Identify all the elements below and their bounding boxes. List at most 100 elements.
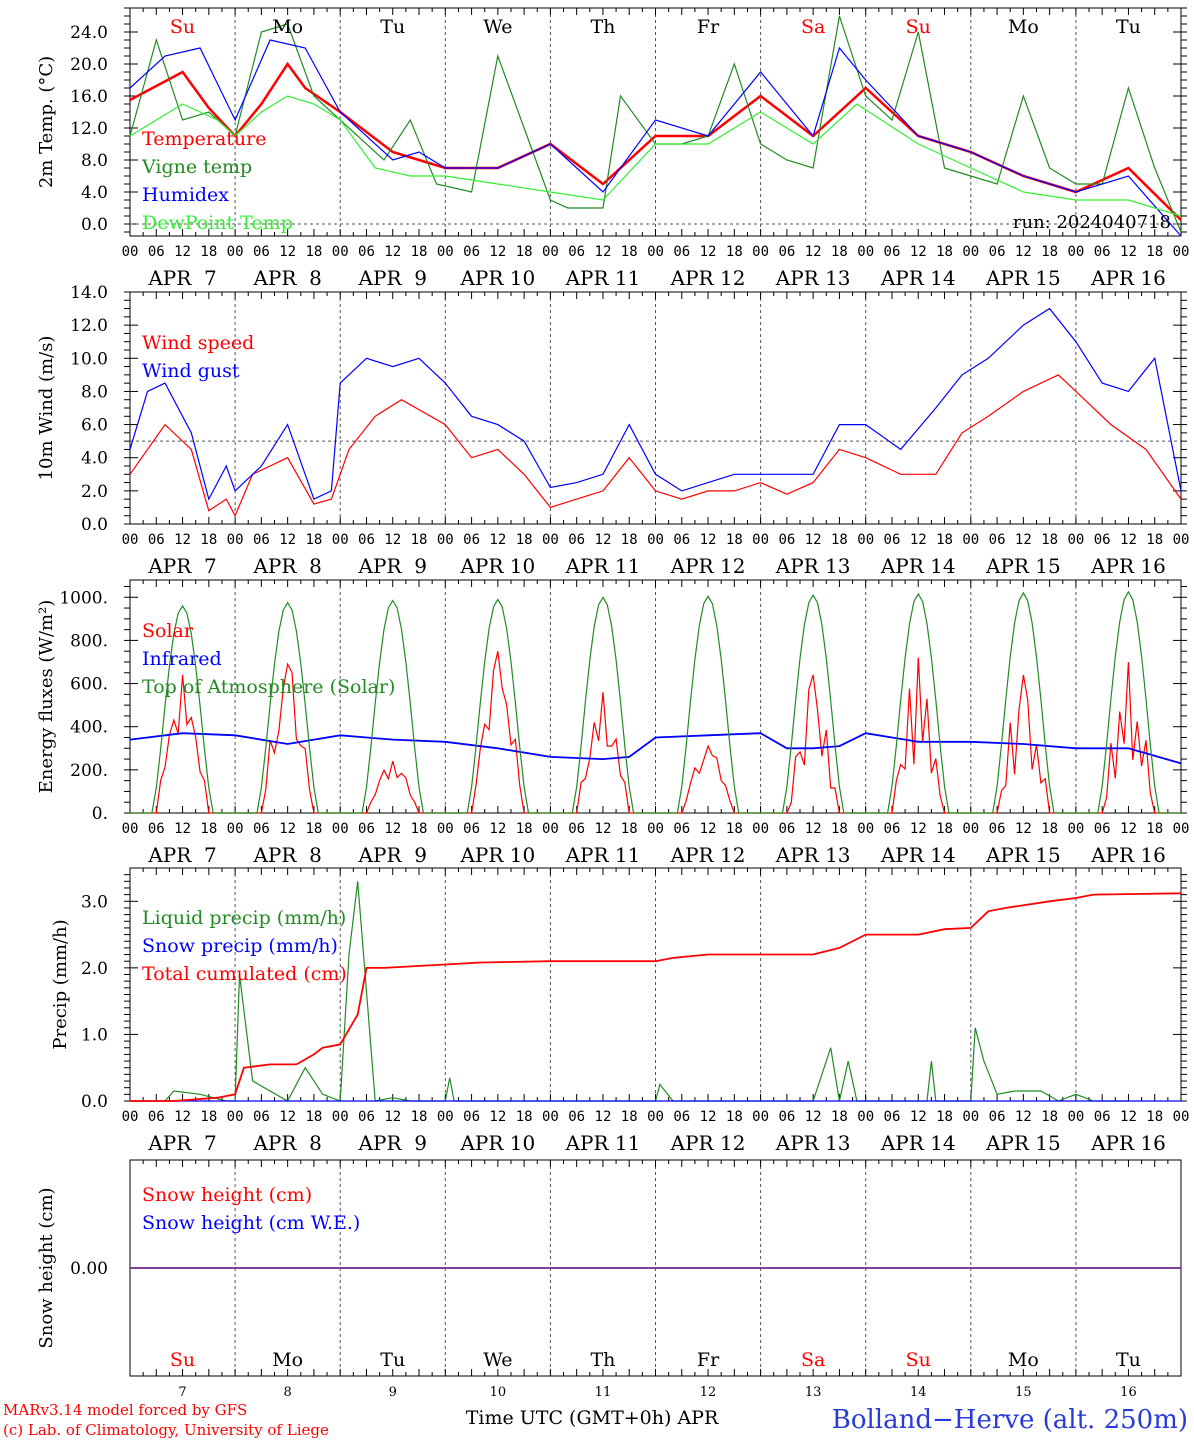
hour-tick-label: 06 <box>568 821 585 837</box>
y-tick-label: 4.0 <box>81 183 108 203</box>
hour-tick-label: 00 <box>647 821 664 837</box>
y-tick-label: 2.0 <box>81 959 108 979</box>
y-tick-label: 200. <box>70 761 108 781</box>
hour-tick-label: 12 <box>279 821 296 837</box>
day-label: APR 12 <box>670 843 746 867</box>
day-label: APR 9 <box>358 843 427 867</box>
hour-tick-label: 18 <box>305 532 322 548</box>
weekday-label: We <box>483 16 512 38</box>
hour-tick-label: 00 <box>1067 532 1084 548</box>
hour-tick-label: 06 <box>989 244 1006 260</box>
hour-tick-label: 12 <box>279 244 296 260</box>
weekday-label: Sa <box>801 1349 825 1371</box>
hour-tick-label: 00 <box>647 244 664 260</box>
day-label: APR 7 <box>147 1131 216 1155</box>
day-number-label: 8 <box>284 1385 292 1400</box>
day-label: APR 9 <box>358 266 427 290</box>
hour-tick-label: 00 <box>227 821 244 837</box>
y-axis-label: 2m Temp. (°C) <box>36 56 57 188</box>
hour-tick-label: 18 <box>621 244 638 260</box>
day-label: APR 11 <box>565 1131 641 1155</box>
hour-tick-label: 12 <box>1015 1109 1032 1125</box>
hour-tick-label: 12 <box>1015 532 1032 548</box>
day-number-label: 7 <box>178 1385 186 1400</box>
hour-tick-label: 18 <box>831 532 848 548</box>
day-label: APR 11 <box>565 266 641 290</box>
hour-tick-label: 12 <box>910 532 927 548</box>
weekday-label: Tu <box>380 1349 405 1371</box>
hour-tick-label: 00 <box>122 1109 139 1125</box>
legend-entry: Snow height (cm W.E.) <box>142 1212 360 1234</box>
hour-tick-label: 06 <box>778 532 795 548</box>
day-number-label: 16 <box>1120 1385 1137 1400</box>
hour-tick-label: 00 <box>332 821 349 837</box>
hour-tick-label: 18 <box>1146 821 1163 837</box>
hour-tick-label: 06 <box>463 532 480 548</box>
hour-tick-label: 06 <box>253 1109 270 1125</box>
hour-tick-label: 12 <box>805 532 822 548</box>
day-label: APR 9 <box>358 1131 427 1155</box>
y-axis-label: 10m Wind (m/s) <box>36 336 57 481</box>
day-number-label: 11 <box>595 1385 612 1400</box>
y-tick-label: 12.0 <box>70 119 108 139</box>
hour-tick-label: 00 <box>1173 244 1190 260</box>
panel-2: 0.02.04.06.08.010.012.014.010m Wind (m/s… <box>36 283 1189 578</box>
day-label: APR 15 <box>985 843 1061 867</box>
hour-tick-label: 12 <box>174 1109 191 1125</box>
hour-tick-label: 12 <box>910 821 927 837</box>
hour-tick-label: 12 <box>489 821 506 837</box>
hour-tick-label: 12 <box>805 1109 822 1125</box>
hour-tick-label: 18 <box>726 1109 743 1125</box>
day-label: APR 8 <box>252 843 321 867</box>
hour-tick-label: 12 <box>279 1109 296 1125</box>
station-title: Bolland−Herve (alt. 250m) <box>832 1405 1188 1435</box>
hour-tick-label: 06 <box>253 532 270 548</box>
hour-tick-label: 18 <box>411 1109 428 1125</box>
day-label: APR 8 <box>252 1131 321 1155</box>
model-credit: MARv3.14 model forced by GFS <box>3 1401 247 1419</box>
hour-tick-label: 18 <box>936 532 953 548</box>
y-tick-label: 800. <box>70 631 108 651</box>
hour-tick-label: 00 <box>752 244 769 260</box>
hour-tick-label: 12 <box>384 532 401 548</box>
hour-tick-label: 00 <box>857 1109 874 1125</box>
hour-tick-label: 06 <box>884 1109 901 1125</box>
hour-tick-label: 18 <box>411 821 428 837</box>
hour-tick-label: 12 <box>1120 244 1137 260</box>
hour-tick-label: 12 <box>384 1109 401 1125</box>
hour-tick-label: 12 <box>910 1109 927 1125</box>
series-line-wind-gust <box>130 309 1181 500</box>
hour-tick-label: 18 <box>516 1109 533 1125</box>
legend-entry: Wind speed <box>142 332 254 354</box>
hour-tick-label: 12 <box>1120 821 1137 837</box>
hour-tick-label: 18 <box>411 244 428 260</box>
hour-tick-label: 12 <box>1120 1109 1137 1125</box>
hour-tick-label: 18 <box>305 244 322 260</box>
hour-tick-label: 00 <box>437 1109 454 1125</box>
y-tick-label: 6.0 <box>81 416 108 436</box>
y-tick-label: 20.0 <box>70 55 108 75</box>
day-number-label: 13 <box>805 1385 822 1400</box>
day-label: APR 12 <box>670 266 746 290</box>
hour-tick-label: 18 <box>200 821 217 837</box>
hour-tick-label: 18 <box>1041 532 1058 548</box>
legend-entry: Wind gust <box>142 360 240 382</box>
hour-tick-label: 18 <box>936 244 953 260</box>
hour-tick-label: 12 <box>174 244 191 260</box>
day-label: APR 10 <box>459 266 535 290</box>
hour-tick-label: 06 <box>148 532 165 548</box>
y-tick-label: 0.00 <box>70 1259 108 1279</box>
hour-tick-label: 18 <box>621 821 638 837</box>
hour-tick-label: 18 <box>1041 1109 1058 1125</box>
hour-tick-label: 12 <box>700 532 717 548</box>
weekday-label: Mo <box>272 16 303 38</box>
legend-entry: Temperature <box>142 128 266 150</box>
hour-tick-label: 12 <box>384 244 401 260</box>
hour-tick-label: 18 <box>831 821 848 837</box>
hour-tick-label: 00 <box>962 532 979 548</box>
hour-tick-label: 00 <box>542 821 559 837</box>
hour-tick-label: 06 <box>673 532 690 548</box>
y-tick-label: 24.0 <box>70 23 108 43</box>
y-tick-label: 10.0 <box>70 349 108 369</box>
hour-tick-label: 18 <box>621 1109 638 1125</box>
